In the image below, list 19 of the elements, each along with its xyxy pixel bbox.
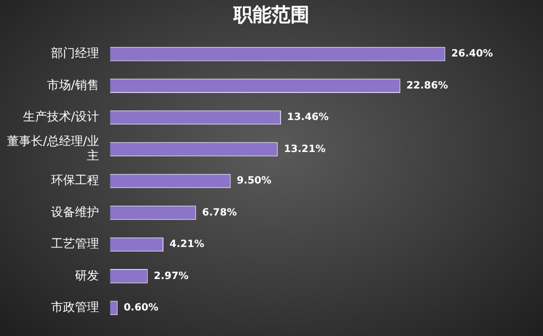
- y-tick-label: 董事长/总经理/业主: [6, 134, 100, 163]
- data-label: 6.78%: [202, 207, 237, 218]
- y-tick-label: 市场/销售: [47, 78, 100, 92]
- data-label: 9.50%: [236, 176, 272, 187]
- chart-title: 职能范围: [232, 3, 310, 28]
- data-label: 22.86%: [406, 80, 448, 92]
- data-label: 2.97%: [154, 270, 188, 282]
- y-tick-label: 设备维护: [51, 204, 100, 219]
- data-label: 0.60%: [124, 302, 158, 314]
- y-tick-label: 研发: [75, 268, 100, 282]
- y-tick-label: 环保工程: [51, 173, 100, 188]
- data-label: 4.21%: [170, 239, 204, 250]
- y-tick-label: 部门经理: [51, 46, 100, 60]
- y-tick-label: 工艺管理: [51, 236, 100, 251]
- data-label: 26.40%: [451, 48, 493, 60]
- data-label: 13.46%: [286, 112, 329, 124]
- y-tick-label: 生产技术/设计: [23, 110, 100, 124]
- data-label: 13.21%: [284, 144, 326, 155]
- y-tick-label: 市政管理: [51, 300, 100, 314]
